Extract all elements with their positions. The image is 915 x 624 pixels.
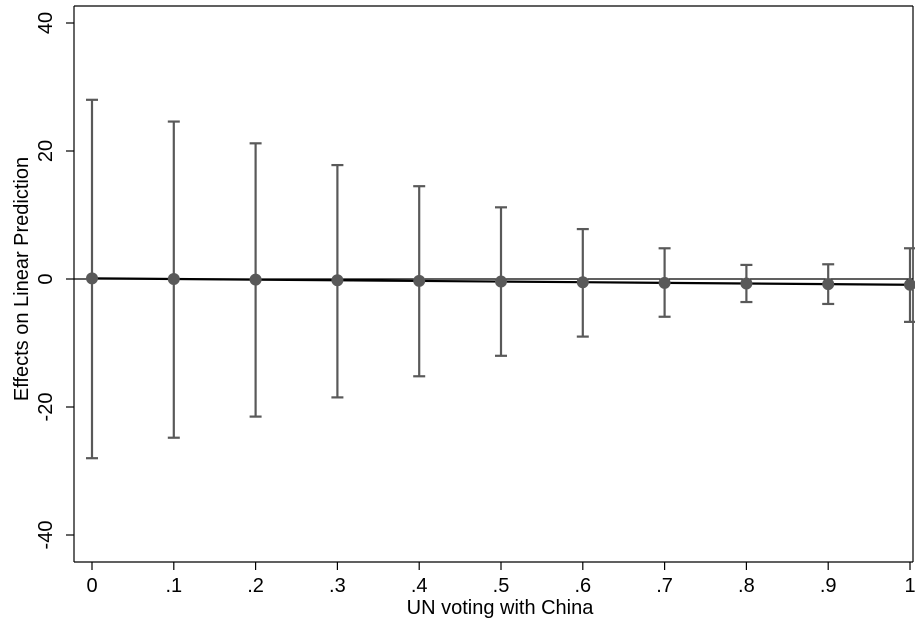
data-point [495,275,507,288]
x-tick-label: .3 [329,575,346,597]
x-tick-label: .1 [165,575,182,597]
x-tick-label: .4 [411,575,428,597]
x-tick-label: .9 [820,575,837,597]
data-point [822,278,835,291]
x-tick-label: 0 [86,575,97,597]
data-points [86,272,915,291]
x-axis-ticks: 0 .1 .2 .3 .4 .5 .6 .7 .8 .9 1 [86,562,915,597]
x-tick-label: 1 [904,575,915,597]
data-point [86,272,98,285]
y-tick-label: -40 [35,521,57,550]
x-tick-label: .7 [656,575,673,597]
y-tick-label: 40 [35,12,57,34]
y-axis-title: Effects on Linear Prediction [11,157,33,401]
y-tick-label: -20 [35,393,57,422]
data-point [740,277,753,290]
y-axis-ticks: -40 -20 0 20 40 [35,12,74,550]
y-tick-label: 20 [35,140,57,162]
data-point [249,273,262,286]
x-tick-label: .2 [247,575,264,597]
x-tick-label: .6 [574,575,591,597]
data-point [904,278,915,291]
data-point [331,274,344,287]
data-point [658,276,671,289]
x-tick-label: .8 [738,575,755,597]
data-point [167,273,180,285]
x-axis-title: UN voting with China [407,597,595,619]
x-tick-label: .5 [493,575,510,597]
y-tick-label: 0 [35,273,57,284]
data-point [576,276,589,289]
data-point [413,274,426,287]
plot-frame [73,5,914,563]
